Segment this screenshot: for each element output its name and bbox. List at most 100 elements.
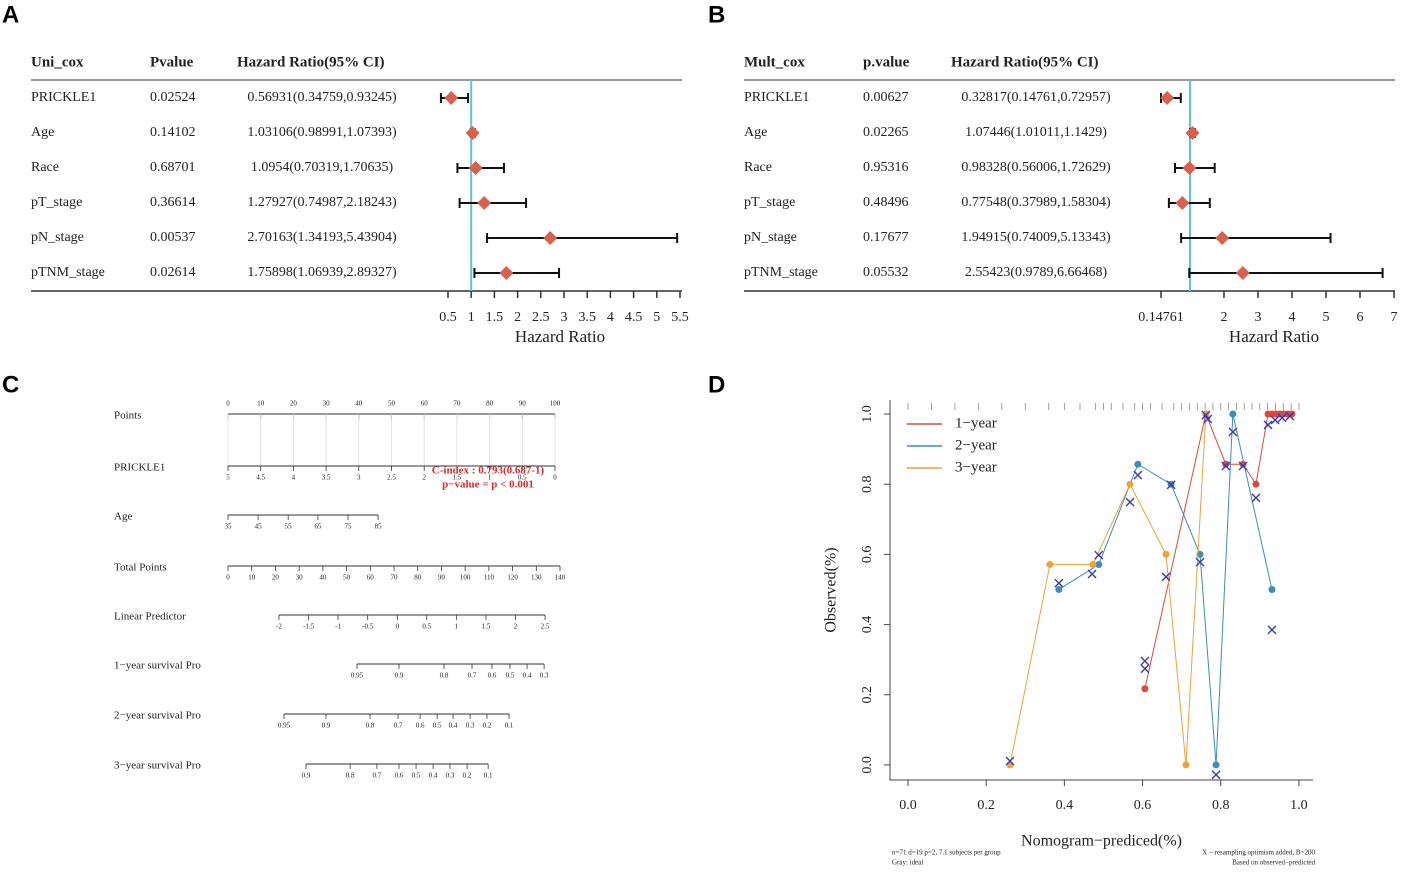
scale-tick-label: 110 [484,574,495,582]
scale-tick-label: 0.5 [433,722,442,730]
scale-tick-label: 3 [357,474,361,482]
hr-label: 0.56931(0.34759,0.93245) [247,90,397,105]
p-value: 0.17677 [863,230,909,245]
corrected-marker [1087,569,1097,579]
scale-tick-label: 0.4 [429,772,438,780]
hr-diamond [468,161,483,175]
series-point [1162,550,1170,558]
scale-tick-label: 35 [225,523,233,531]
x-axis-label: Hazard Ratio [1229,327,1319,346]
footnote: n=71 d=19 p=2, 7.1 subjects per group [892,849,1001,857]
hr-label: 1.07446(1.01011,1.1429) [965,125,1107,140]
row-label: PRICKLE1 [31,90,96,105]
x-tick-label: 6 [1356,310,1363,325]
scale-tick-label: 45 [255,523,263,531]
x-tick-label: 0.2 [977,798,995,813]
scale-tick-label: 0.8 [346,772,355,780]
scale-tick-label: 0.1 [505,722,514,730]
ci-whisker [486,233,679,243]
hr-diamond [1182,161,1197,175]
corrected-marker [1161,572,1171,582]
p-value: 0.68701 [150,160,196,175]
hr-label: 1.03106(0.98991,1.07393) [247,125,397,140]
x-tick-label: 4 [1288,310,1295,325]
scale-tick-label: 0 [226,400,230,408]
row-label: Linear Predictor [114,611,186,623]
corrected-marker [1285,411,1295,421]
corrected-marker [1238,461,1248,471]
y-tick-label: 1.0 [860,405,875,423]
axes [889,400,1313,781]
x-tick-label: 4.5 [625,310,643,325]
series-line [1009,414,1207,766]
x-tick-label: 3.5 [578,310,596,325]
scale-tick-label: 0.7 [468,672,477,680]
scale-tick-label: 0.4 [449,722,458,730]
scale-tick-label: 0.8 [440,672,449,680]
row-label: Age [114,511,132,523]
x-axis-label: Nomogram−prediced(%) [1021,833,1182,850]
ci-whisker [1180,233,1332,243]
scale-tick-label: -1.5 [303,623,315,631]
p-value: 0.02265 [863,125,909,140]
x-tick-label: 3 [561,310,568,325]
p-value: 0.05532 [863,265,909,280]
y-tick-label: 0.6 [860,546,875,564]
scale-tick-label: 20 [272,574,280,582]
corrected-marker [1005,756,1015,766]
scale-tick-label: 0 [553,474,557,482]
scale-tick-label: 55 [285,523,293,531]
y-tick-label: 0.2 [860,686,875,704]
row-label: Race [31,160,59,175]
scale-tick-label: 0.5 [506,672,515,680]
scale-tick-label: -1 [335,623,341,631]
legend-label: 2−year [955,437,997,453]
hr-diamond [499,266,514,280]
row-label: Race [744,160,772,175]
scale-tick-label: 65 [314,523,322,531]
scale-tick-label: 0.6 [488,672,497,680]
p-value: 0.36614 [150,195,196,210]
series-point [1222,460,1230,468]
scale-tick-label: 0.5 [412,772,421,780]
scale-tick-label: 50 [388,400,396,408]
x-tick-label: 3 [1254,310,1261,325]
scale-tick-label: 130 [531,574,542,582]
legend-label: 3−year [955,459,997,475]
hr-label: 0.32817(0.14761,0.72957) [961,90,1111,105]
scale-tick-label: 40 [355,400,363,408]
column-header: Mult_cox [744,54,805,70]
p-value: 0.95316 [863,160,909,175]
scale-tick-label: 4 [292,474,296,482]
corrected-marker [1166,480,1176,490]
series-point [1006,761,1014,769]
corrected-marker [1211,770,1221,780]
column-header: p.value [863,54,910,70]
row-label: Age [31,125,54,140]
x-tick-label: 5 [1322,310,1329,325]
hr-label: 0.77548(0.37989,1.58304) [961,195,1111,210]
scale-tick-label: -0.5 [362,623,374,631]
scale-tick-label: 3.5 [322,474,331,482]
row-label: Total Points [114,562,167,574]
scale-tick-label: 0.5 [422,623,431,631]
hr-diamond [1215,231,1230,245]
row-label: 3−year survival Pro [114,760,201,772]
column-header: Pvalue [150,54,194,70]
series-point [1141,685,1149,693]
hr-diamond [1175,196,1190,210]
scale-tick-label: 0.3 [466,722,475,730]
row-label: Points [114,410,142,422]
scale-tick-label: 0.8 [366,722,375,730]
scale-tick-label: 90 [438,574,446,582]
hr-label: 2.55423(0.9789,6.66468) [965,265,1108,280]
p-value: 0.48496 [863,195,909,210]
column-header: Hazard Ratio(95% CI) [237,54,384,70]
ci-whisker [473,268,561,278]
annotation: C-index : 0.793(0.687-1) [432,465,545,477]
x-tick-label: 5.5 [671,310,689,325]
scale-tick-label: 0 [226,574,230,582]
corrected-marker [1054,578,1064,588]
scale-tick-label: 0.7 [373,772,382,780]
hr-diamond [444,91,459,105]
